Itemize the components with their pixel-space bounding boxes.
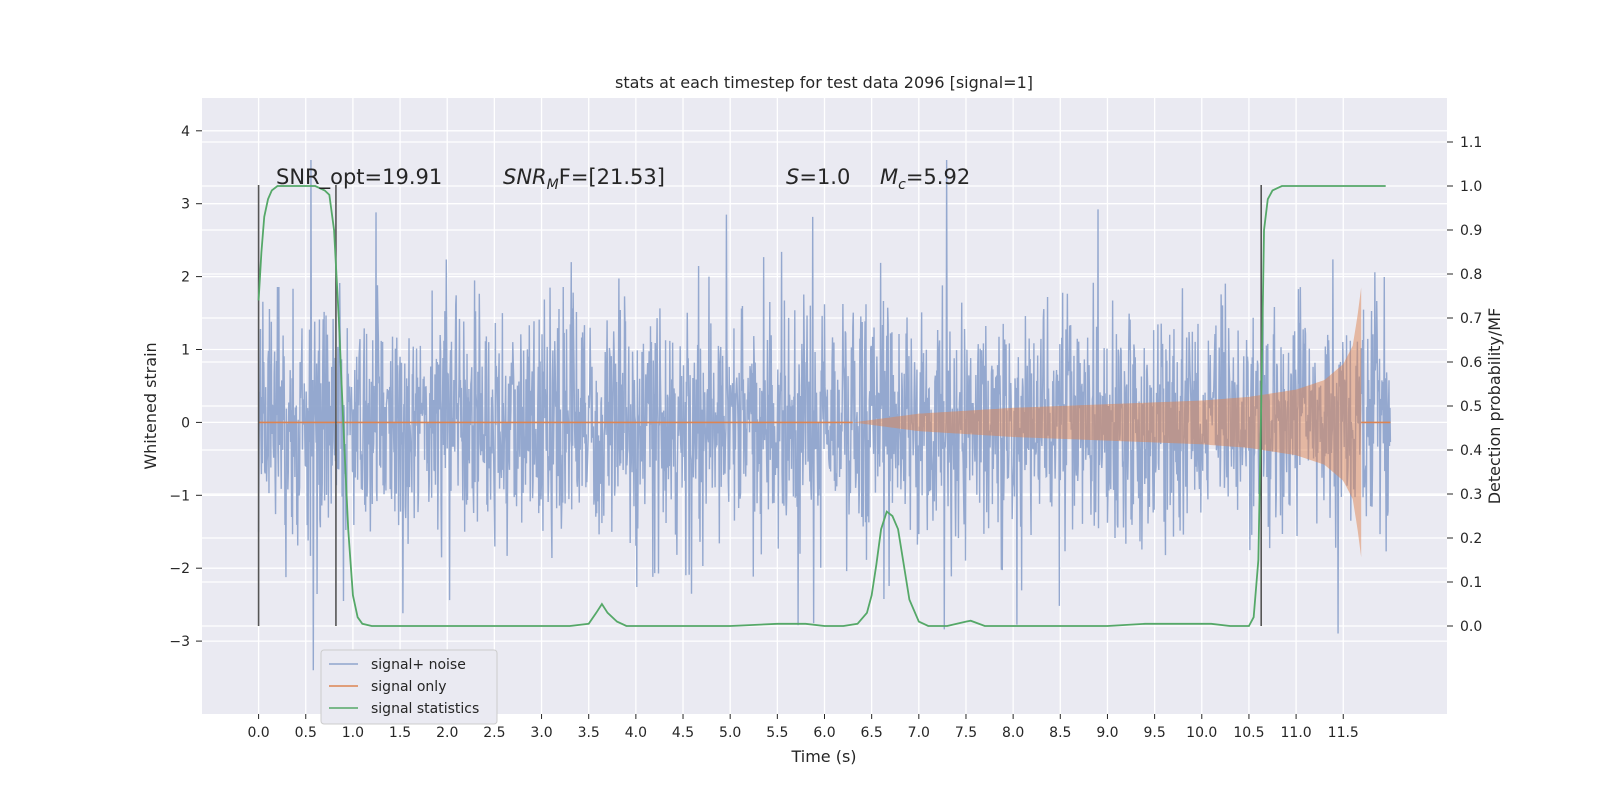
y-tick-label-2: 2: [181, 270, 190, 286]
y2-tick-label-2: 0.9: [1460, 223, 1482, 239]
y2-tick-label-7: 0.4: [1460, 443, 1482, 459]
annotation-snr-mf: SNRMF=[21.53]: [503, 165, 665, 193]
annotation-snr-mf-sub: M: [547, 177, 559, 193]
y2-axis-ticks: 1.1 1.0 0.9 0.8 0.7 0.6 0.5 0.4 0.3 0.2 0.1 0.0: [1447, 135, 1482, 635]
y2-tick-label-10: 0.1: [1460, 575, 1482, 591]
x-axis-ticks: 0.0 0.5 1.0 1.5 2.0 2.5 3.0 3.5 4.0 4.5 5.0 5.5 6.0 6…: [247, 714, 1359, 741]
y2-tick-label-3: 0.8: [1460, 267, 1482, 283]
x-tick-label-21: 10.5: [1233, 725, 1264, 741]
x-tick-label-17: 8.5: [1049, 725, 1071, 741]
series-signal-only: [258, 287, 1391, 558]
x-axis-label: Time (s): [790, 747, 856, 766]
legend-label-signal-statistics: signal statistics: [371, 701, 479, 717]
x-tick-label-2: 1.0: [342, 725, 364, 741]
x-tick-label-23: 11.5: [1328, 725, 1359, 741]
annotation-s: S=1.0: [786, 165, 850, 189]
y2-tick-label-9: 0.2: [1460, 531, 1482, 547]
y2-tick-label-4: 0.7: [1460, 311, 1482, 327]
x-tick-label-12: 6.0: [813, 725, 835, 741]
legend-box: [320, 649, 498, 725]
x-tick-label-19: 9.5: [1143, 725, 1165, 741]
annotation-s-main: S: [786, 165, 799, 189]
chart-title: stats at each timestep for test data 209…: [615, 73, 1033, 92]
y-axis-ticks: 4 3 2 1 0 −1 −2 −3: [169, 124, 202, 650]
y2-tick-label-0: 1.1: [1460, 135, 1482, 151]
annotation-mc-main: M: [880, 165, 898, 189]
legend-label-signal-noise: signal+ noise: [371, 657, 466, 673]
x-tick-label-14: 7.0: [908, 725, 930, 741]
annotation-s-rest: =1.0: [799, 165, 850, 189]
y2-tick-label-11: 0.0: [1460, 619, 1482, 635]
y-tick-label-6: −2: [169, 561, 190, 577]
x-tick-label-8: 4.0: [625, 725, 647, 741]
x-tick-label-0: 0.0: [247, 725, 269, 741]
annotation-snr-mf-main: SNR: [503, 165, 547, 189]
x-tick-label-22: 11.0: [1281, 725, 1312, 741]
annotation-snr-opt: SNR_opt=19.91: [276, 165, 442, 190]
x-tick-label-20: 10.0: [1186, 725, 1217, 741]
legend-label-signal-only: signal only: [371, 679, 446, 695]
x-tick-label-13: 6.5: [861, 725, 883, 741]
x-tick-label-3: 1.5: [389, 725, 411, 741]
signal-statistics-line: [257, 185, 1386, 627]
x-tick-label-16: 8.0: [1002, 725, 1024, 741]
x-tick-label-1: 0.5: [295, 725, 317, 741]
annotation-mc: Mc=5.92: [880, 165, 970, 193]
y-axis-label: Whitened strain: [141, 342, 160, 469]
x-tick-label-4: 2.0: [436, 725, 458, 741]
annotation-snr-mf-rest: F=[21.53]: [559, 165, 665, 189]
annotation-mc-rest: =5.92: [906, 165, 970, 189]
y-tick-label-4: 0: [181, 415, 190, 431]
x-tick-label-6: 3.0: [530, 725, 552, 741]
x-tick-label-7: 3.5: [578, 725, 600, 741]
x-tick-label-18: 9.0: [1096, 725, 1118, 741]
series-signal-statistics: [257, 185, 1386, 627]
y-tick-label-1: 3: [181, 197, 190, 213]
y-tick-label-0: 4: [181, 124, 190, 140]
y2-tick-label-8: 0.3: [1460, 487, 1482, 503]
y2-tick-label-5: 0.6: [1460, 355, 1482, 371]
y-tick-label-3: 1: [181, 343, 190, 359]
annotation-mc-sub: c: [898, 177, 906, 193]
x-tick-label-15: 7.5: [955, 725, 977, 741]
y-tick-label-7: −3: [169, 634, 190, 650]
x-tick-label-11: 5.5: [766, 725, 788, 741]
legend: signal+ noise signal only signal statist…: [320, 649, 498, 725]
x-tick-label-5: 2.5: [483, 725, 505, 741]
y2-tick-label-6: 0.5: [1460, 399, 1482, 415]
x-tick-label-9: 4.5: [672, 725, 694, 741]
y-tick-label-5: −1: [169, 488, 190, 504]
series-signal-noise: [257, 159, 1392, 671]
y2-tick-label-1: 1.0: [1460, 179, 1482, 195]
noise-line: [257, 159, 1392, 671]
y2-axis-label: Detection probability/MF: [1485, 308, 1504, 505]
x-tick-label-10: 5.0: [719, 725, 741, 741]
signal-only-chirp: [852, 287, 1362, 558]
